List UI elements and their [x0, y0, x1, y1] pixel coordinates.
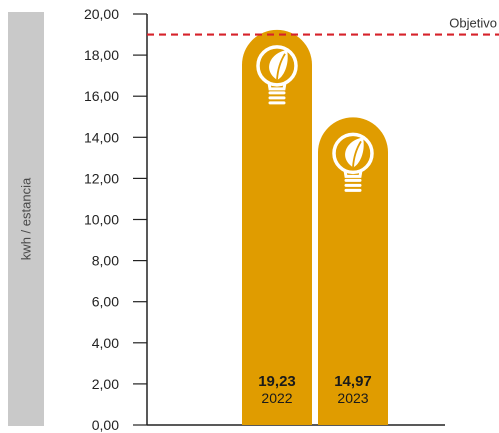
category-label: 2022 [261, 390, 292, 406]
y-tick-label: 18,00 [84, 47, 119, 63]
y-tick-label: 10,00 [84, 212, 119, 228]
lightbulb-leaf-icon [256, 45, 298, 105]
y-tick-label: 16,00 [84, 88, 119, 104]
y-tick-label: 12,00 [84, 170, 119, 186]
y-tick-label: 20,00 [84, 6, 119, 22]
target-line-group: Objetivo [147, 16, 499, 36]
lightbulb-leaf-icon [332, 132, 374, 192]
target-label: Objetivo [449, 16, 497, 31]
bar [318, 117, 388, 425]
y-axis-label-box [8, 12, 44, 426]
y-tick-label: 8,00 [92, 253, 119, 269]
bar [242, 29, 312, 426]
y-tick-label: 0,00 [92, 417, 119, 433]
category-label: 2023 [337, 390, 368, 406]
y-tick-label: 4,00 [92, 335, 119, 351]
y-tick-label: 14,00 [84, 129, 119, 145]
bar-value-label: 14,97 [334, 373, 372, 390]
y-tick-label: 6,00 [92, 294, 119, 310]
y-tick-label: 2,00 [92, 376, 119, 392]
bar-value-label: 19,23 [258, 373, 296, 390]
